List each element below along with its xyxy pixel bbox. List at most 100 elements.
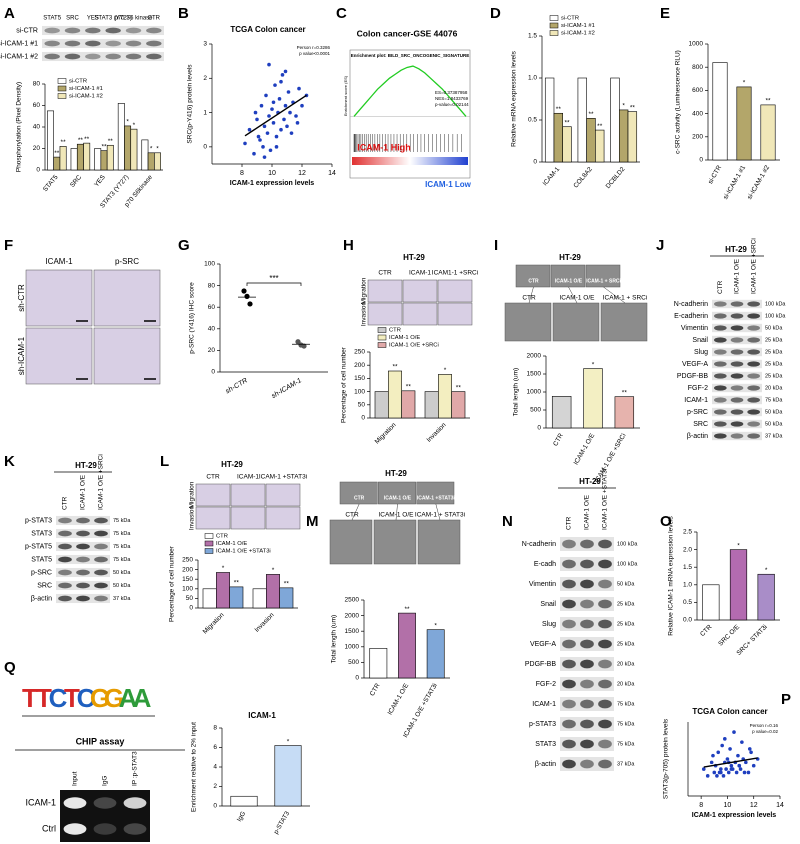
band — [76, 569, 90, 576]
band — [105, 53, 121, 60]
lane-label: CTR — [148, 16, 161, 22]
point — [247, 127, 252, 132]
point — [715, 774, 719, 778]
legend-swatch — [57, 93, 67, 99]
band — [730, 301, 744, 307]
significance: * — [434, 622, 437, 629]
point — [274, 134, 279, 139]
lane-label: CTR — [62, 496, 69, 510]
significance: ** — [78, 137, 84, 144]
kda-label: 37 kDa — [617, 761, 635, 767]
wound-image — [552, 302, 600, 342]
band — [94, 543, 108, 550]
bar — [124, 125, 132, 171]
band — [93, 797, 117, 809]
band — [730, 397, 744, 403]
point — [265, 131, 270, 135]
band — [105, 27, 121, 34]
point — [279, 79, 283, 84]
band — [730, 385, 744, 391]
lane-label: p70 S6 kinase — [114, 16, 153, 22]
bar — [401, 390, 416, 419]
row-label: FGF-2 — [536, 681, 556, 688]
image-label: CTR — [345, 512, 359, 519]
x-tick-label: 8 — [240, 170, 244, 177]
band — [747, 301, 761, 307]
lane-label: IgG — [102, 776, 109, 786]
band — [580, 619, 594, 629]
significance: * — [444, 367, 447, 374]
x-tick-label: IgG — [236, 810, 247, 823]
y-tick-label: 150 — [354, 375, 365, 382]
y-axis-label: Percentage of cell number — [169, 545, 176, 622]
point — [729, 767, 734, 771]
point — [723, 737, 727, 741]
y-tick-label: 1 — [203, 109, 207, 116]
zoom-line — [603, 286, 626, 304]
band — [714, 409, 727, 415]
point — [243, 141, 247, 146]
kda-label: 50 kDa — [113, 570, 131, 576]
bar — [544, 77, 555, 163]
band — [580, 599, 594, 609]
band — [714, 313, 727, 319]
row-label: ICAM-1 — [684, 397, 708, 404]
row-label: Snail — [540, 601, 556, 608]
row-label: si-ICAM-1 #1 — [0, 40, 38, 47]
band — [76, 530, 90, 537]
point — [279, 127, 283, 132]
lane-label: Input — [72, 771, 79, 786]
band — [580, 699, 594, 709]
lane-label: IP :p-STAT3 — [132, 751, 139, 786]
kda-label: 50 kDa — [765, 409, 783, 415]
motif-letter: T — [64, 683, 80, 713]
bar — [562, 126, 572, 163]
motif-letter: G — [90, 683, 110, 713]
lane-label: CTR — [566, 516, 573, 530]
wound-image — [373, 519, 417, 565]
y-tick-label: 2 — [203, 75, 207, 82]
y-tick-label: 0.5 — [528, 117, 537, 124]
point — [267, 114, 271, 118]
legend-swatch — [377, 342, 387, 348]
micrograph — [195, 483, 231, 507]
kda-label: 75 kDa — [113, 531, 131, 537]
point — [725, 757, 730, 761]
bar — [736, 86, 752, 161]
point — [738, 767, 743, 771]
significance: ** — [622, 389, 628, 396]
panel-title: HT-29 — [385, 469, 407, 478]
zoom-line — [395, 503, 398, 521]
panel-title: HT-29 — [403, 253, 425, 262]
x-tick-label: 14 — [776, 802, 784, 809]
panel-title: HT-29 — [579, 477, 601, 486]
micrograph — [93, 269, 161, 327]
bar — [59, 146, 67, 171]
y-tick-label: 0 — [361, 415, 365, 422]
band — [76, 595, 90, 602]
micrograph — [437, 279, 473, 303]
zoom-line — [351, 503, 360, 521]
lane-label: CTR — [717, 280, 724, 294]
bar — [577, 77, 587, 163]
bar — [279, 587, 294, 609]
band — [94, 530, 108, 537]
group-label: ICAM-1 High — [357, 142, 411, 152]
motif-letter: C — [77, 683, 96, 713]
y-axis-label: Phosphorylation (Pixel Density) — [16, 82, 23, 172]
band — [714, 337, 727, 343]
panel-letter: M — [306, 513, 319, 530]
point — [728, 747, 732, 751]
bar — [117, 103, 125, 171]
x-tick-label: 12 — [750, 802, 758, 809]
row-label: E-cadherin — [674, 313, 708, 320]
band — [730, 373, 744, 379]
row-label: Snail — [692, 337, 708, 344]
row-label: E-cadh — [534, 561, 556, 568]
band — [58, 530, 72, 537]
band — [714, 325, 727, 331]
band — [562, 539, 576, 549]
bracket — [246, 282, 302, 286]
y-tick-label: 2000 — [345, 612, 360, 619]
image-label: CTR — [522, 295, 536, 302]
